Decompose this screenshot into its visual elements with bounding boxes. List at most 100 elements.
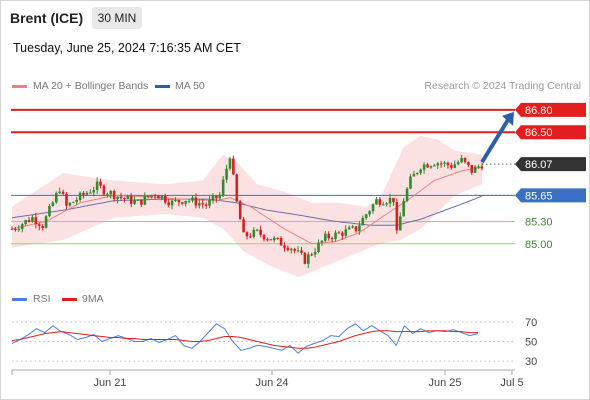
candle-body (78, 192, 82, 200)
candle-body (300, 250, 303, 253)
candle-body (320, 240, 324, 243)
candle-body (123, 198, 126, 200)
candle-body (238, 201, 242, 220)
candle-body (344, 229, 348, 236)
candle-body (163, 195, 167, 203)
candle-body (429, 166, 433, 168)
copyright-text: Research © 2024 Trading Central (424, 80, 581, 92)
candle-body (255, 229, 259, 231)
forecast-arrow-head (502, 111, 514, 126)
legend-rsi: RSI (12, 293, 62, 307)
candle-body (395, 202, 399, 231)
x-tick-label: Jun 24 (255, 377, 288, 389)
rsi-tick-50: 50 (525, 336, 537, 348)
candle-body (351, 226, 354, 228)
candle-body (419, 169, 422, 173)
candle-body (439, 163, 443, 165)
legend-ma20: MA 20 + Bollinger Bands (12, 80, 172, 94)
candle-body (61, 191, 65, 194)
current-price-tag (515, 157, 586, 172)
candle-body (361, 217, 365, 226)
candle-body (31, 217, 34, 222)
candle-body (385, 203, 388, 205)
candle-body (477, 166, 480, 168)
x-tick-label: Jun 21 (93, 377, 126, 389)
candle-body (286, 247, 290, 251)
candle-body (378, 199, 382, 205)
rsi-tick-30: 30 (525, 356, 537, 368)
candle-body (85, 192, 89, 195)
candle-body (289, 248, 293, 251)
candle-body (436, 163, 440, 166)
candle-body (245, 232, 249, 237)
candle-body (119, 196, 123, 199)
candle-body (272, 237, 276, 241)
candle-body (54, 192, 58, 203)
candle-body (133, 200, 136, 204)
rsi-label: RSI (33, 293, 51, 305)
candle-body (204, 204, 208, 206)
candle-body (37, 224, 41, 227)
time-axis: Jun 21 Jun 24 Jun 25 Jul 5 (11, 369, 524, 389)
candle-body (167, 202, 170, 206)
rsi-swatch (12, 298, 27, 301)
bollinger-bands (12, 135, 482, 278)
candle-body (480, 166, 484, 169)
candle-body (191, 197, 194, 201)
candle-body (266, 239, 269, 241)
candle-body (92, 190, 96, 193)
candle-body (283, 245, 286, 248)
candle-body (313, 252, 317, 255)
candle-body (180, 202, 184, 204)
candle-body (109, 191, 113, 195)
candle-body (368, 211, 371, 215)
candle-body (177, 199, 181, 203)
rsi-tick-70: 70 (525, 317, 537, 329)
candle-body (228, 158, 232, 169)
candle-body (27, 220, 31, 222)
candle-body (194, 197, 198, 206)
rsi-line (11, 323, 479, 354)
ma50-label: MA 50 (175, 80, 205, 92)
candle-body (443, 162, 446, 164)
candle-body (347, 227, 351, 230)
candle-body (364, 214, 368, 218)
candle-body (252, 229, 256, 237)
candle-body (225, 168, 228, 180)
legend-ma50: MA 50 (155, 80, 225, 94)
candle-body (58, 191, 61, 193)
candle-body (10, 228, 14, 230)
candle-body (392, 197, 395, 203)
candle-body (75, 199, 79, 203)
bollinger-band-fill (12, 135, 482, 278)
candle-body (116, 196, 119, 200)
pivot-tag (515, 188, 586, 203)
interval-button[interactable]: 30 MIN (92, 7, 142, 29)
candle-body (51, 202, 55, 206)
candle-body (249, 236, 252, 238)
candle-body (34, 217, 38, 225)
x-tick-label: Jul 5 (500, 377, 523, 389)
candle-body (422, 164, 426, 170)
pivot-label: 85.65 (525, 190, 553, 202)
candle-body (17, 228, 21, 230)
candle-body (82, 192, 85, 195)
candle-body (388, 197, 392, 204)
candle-body (68, 202, 72, 206)
forecast-arrow (480, 111, 514, 164)
candle-body (279, 237, 283, 246)
candle-body (129, 196, 133, 204)
candle-body (208, 200, 211, 206)
rsi-ma-swatch (62, 298, 77, 301)
rsi-panel: 30 50 70 (11, 317, 537, 368)
current-price-label: 86.07 (525, 159, 553, 171)
candle-body (89, 192, 92, 194)
candle-body (215, 195, 218, 199)
candle-body (398, 216, 402, 231)
resistance-2-label: 86.80 (525, 105, 553, 117)
candle-body (24, 220, 27, 225)
candle-body (44, 216, 48, 228)
candle-body (450, 165, 453, 168)
candle-body (341, 232, 344, 236)
